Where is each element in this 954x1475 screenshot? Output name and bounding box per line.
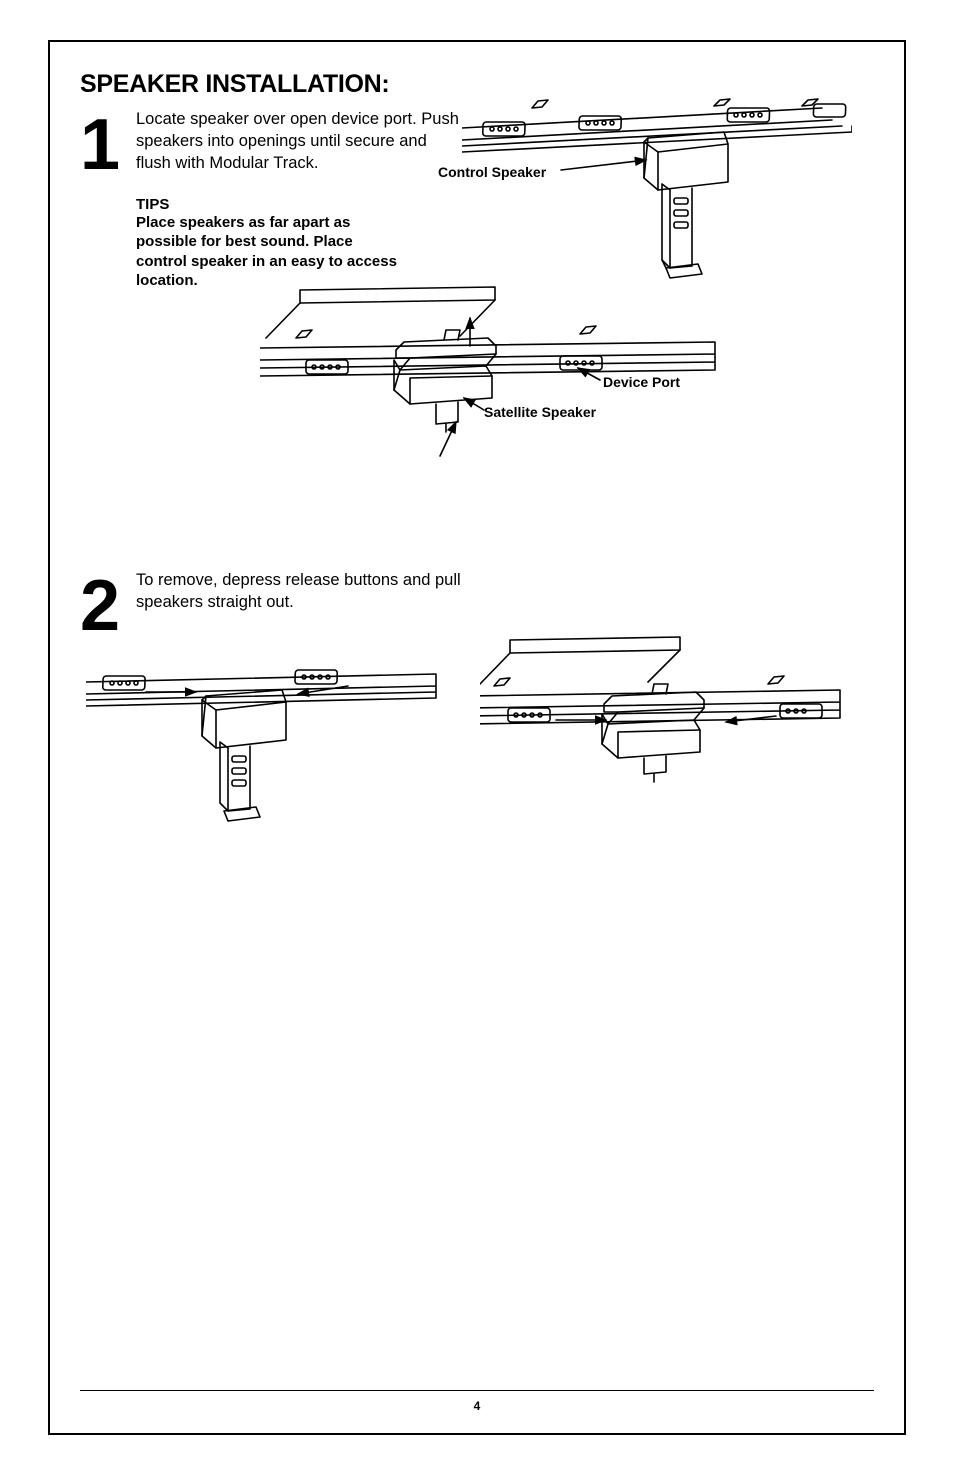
- footer: 4: [80, 1390, 874, 1415]
- step-1-number: 1: [80, 115, 136, 176]
- step-2-text: To remove, depress release buttons and p…: [136, 570, 466, 614]
- diagram-satellite-speaker: [260, 282, 740, 492]
- step-1-content: Locate speaker over open device port. Pu…: [136, 109, 466, 290]
- page-border: SPEAKER INSTALLATION: 1 Locate speaker o…: [48, 40, 906, 1435]
- tips-heading: TIPS: [136, 196, 406, 213]
- step-1-text: Locate speaker over open device port. Pu…: [136, 109, 466, 174]
- tips-body: Place speakers as far apart as possible …: [136, 213, 406, 290]
- diagram-remove-control: [86, 652, 446, 872]
- diagram-remove-satellite: [480, 632, 850, 842]
- footer-rule: [80, 1390, 874, 1391]
- page-number: 4: [474, 1399, 481, 1413]
- step-2: 2 To remove, depress release buttons and…: [80, 570, 874, 637]
- step-2-number: 2: [80, 576, 136, 637]
- section-title: SPEAKER INSTALLATION:: [80, 70, 874, 99]
- page: SPEAKER INSTALLATION: 1 Locate speaker o…: [0, 0, 954, 1475]
- tips-box: TIPS Place speakers as far apart as poss…: [136, 196, 406, 290]
